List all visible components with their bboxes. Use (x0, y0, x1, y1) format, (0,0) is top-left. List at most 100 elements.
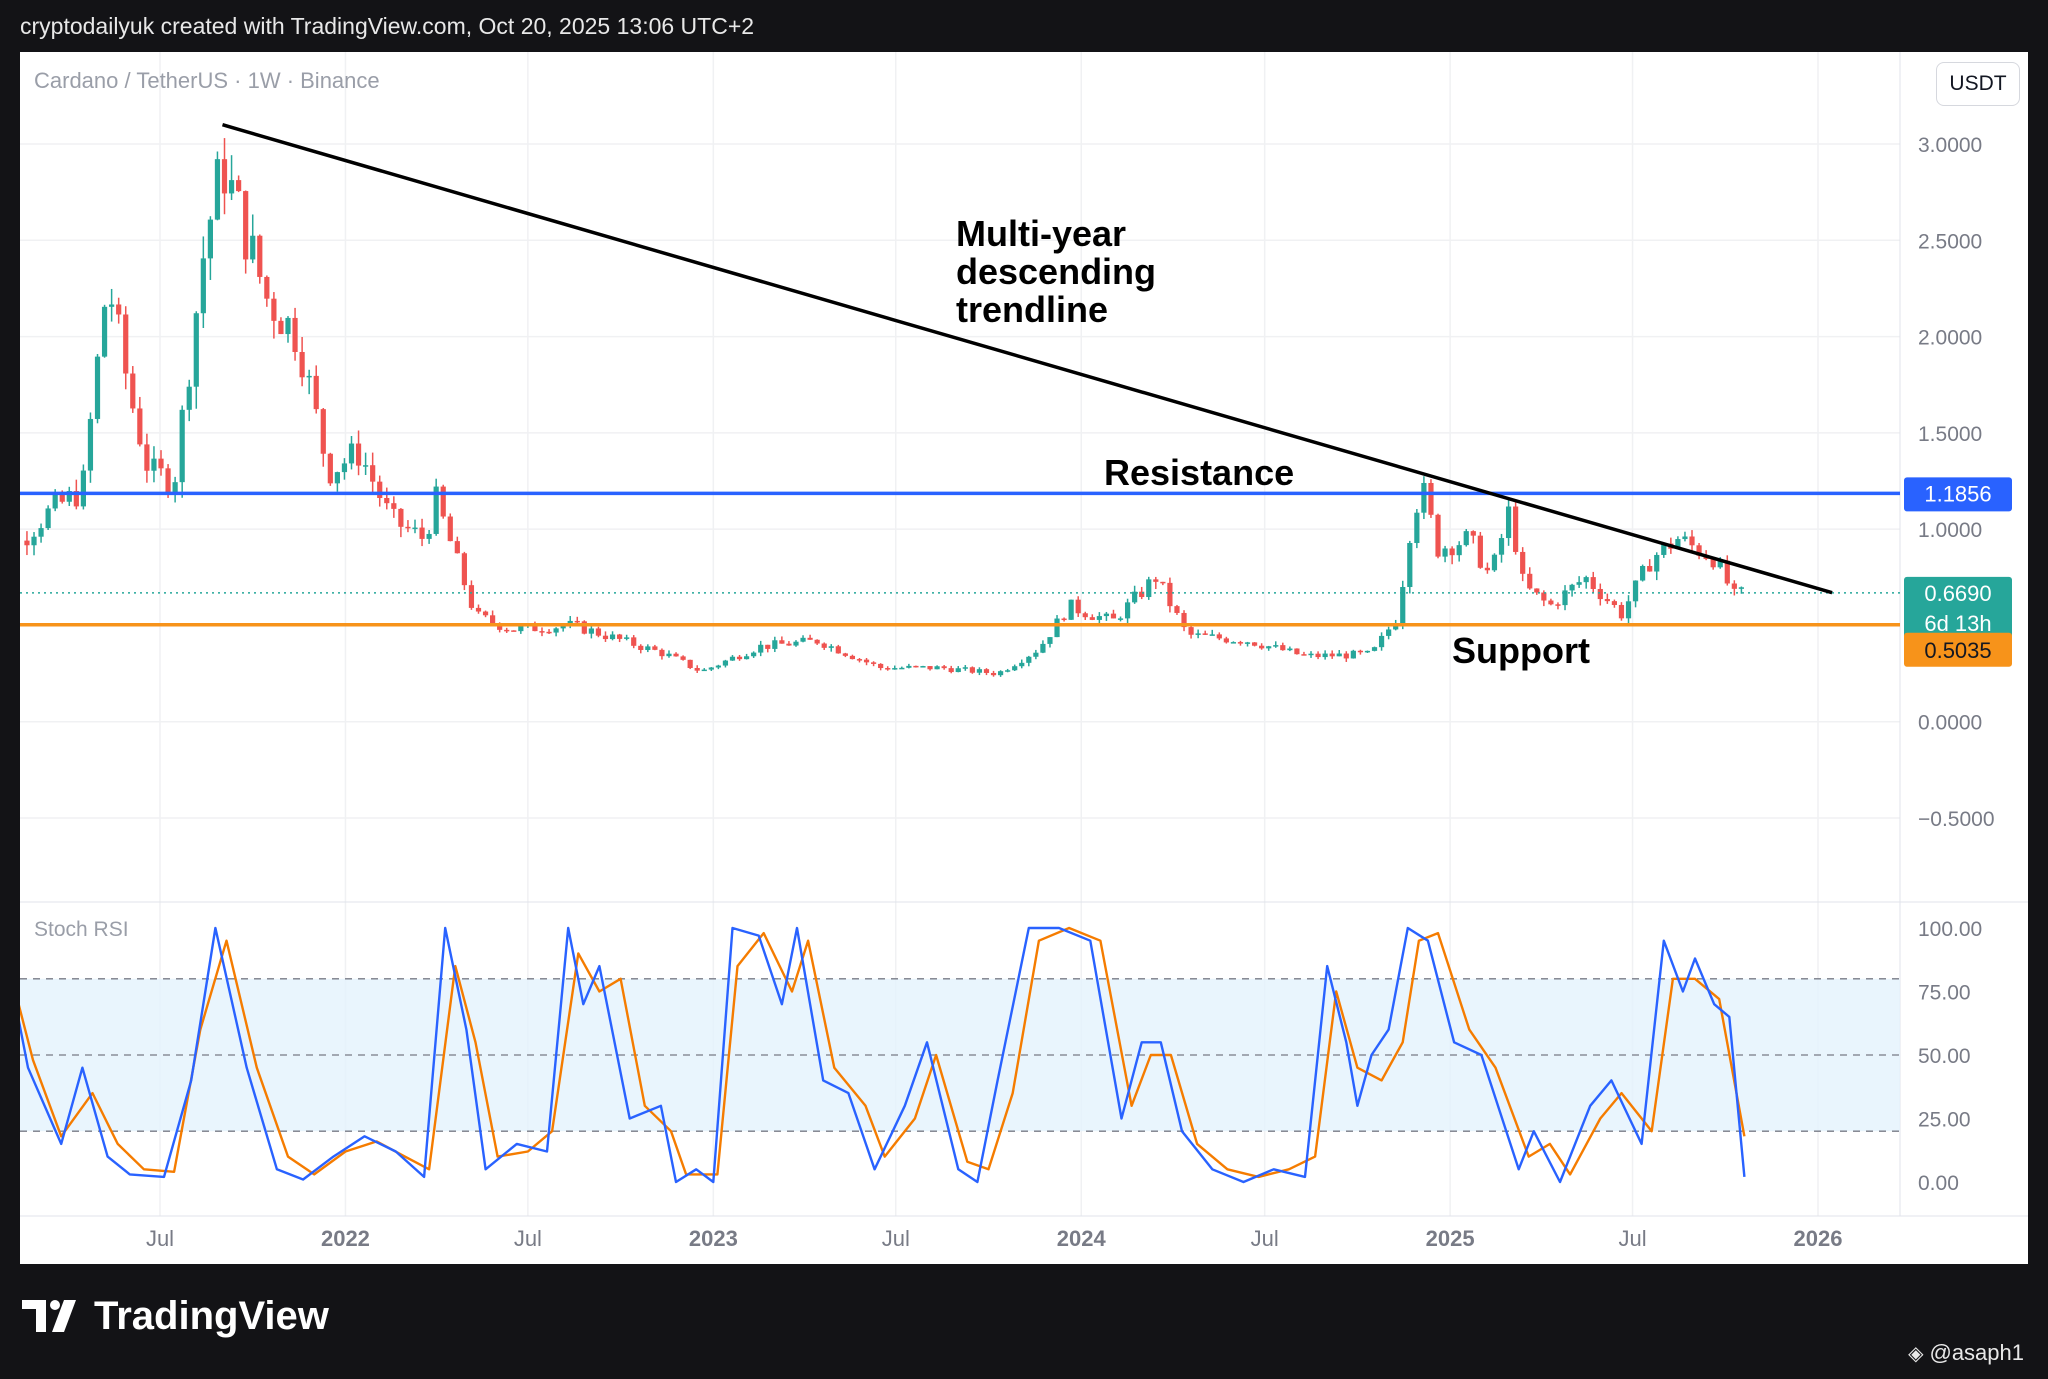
candle-body (849, 655, 856, 660)
candle-body (687, 659, 693, 668)
symbol-title[interactable]: Cardano / TetherUS · 1W · Binance (34, 68, 380, 93)
candle-body (1181, 612, 1187, 628)
candle-body (87, 418, 94, 471)
candle-body (151, 458, 157, 471)
price-tick-label: −0.5000 (1918, 808, 1995, 831)
candle-body (299, 351, 305, 378)
last-price-tag: 0.6690 6d 13h (1904, 576, 2012, 641)
candle-body (334, 472, 340, 484)
candle-body (45, 508, 51, 529)
x-tick-label: 2025 (1426, 1226, 1475, 1251)
candle-body (1731, 583, 1737, 589)
candle-body (793, 641, 799, 646)
candle-body (130, 373, 136, 409)
candle-body (842, 653, 848, 656)
candle-body (1555, 604, 1561, 606)
trendline-label: trendline (956, 289, 1108, 330)
candle-body (475, 607, 482, 612)
candle-body (1378, 635, 1385, 648)
candle-body (1202, 633, 1208, 635)
candle-body (539, 631, 545, 633)
candle-body (405, 526, 411, 529)
candle-body (969, 667, 975, 673)
chart-svg[interactable]: Jul 2022 Jul 2023 Jul 2024 Jul 2025 Jul 2026 3.00… (20, 52, 2028, 1264)
candle-body (1103, 613, 1110, 617)
candle-body (172, 482, 178, 494)
candle-body (1280, 645, 1286, 651)
candle-body (1160, 581, 1166, 584)
candle-body (1477, 535, 1483, 568)
stoch-rsi-pane: Stoch RSI (20, 918, 1900, 1184)
candle-body (31, 536, 37, 546)
candle-body (814, 639, 820, 644)
candle-body (1696, 545, 1702, 556)
candle-body (1082, 613, 1088, 618)
candle-body (1590, 577, 1596, 589)
candle-body (856, 659, 863, 661)
chart-panel[interactable]: Jul 2022 Jul 2023 Jul 2024 Jul 2025 Jul 2026 3.00… (20, 52, 2028, 1264)
candle-body (257, 235, 263, 277)
candle-body (1470, 531, 1476, 536)
candle-body (1625, 601, 1632, 619)
candle-body (355, 443, 362, 466)
candle-body (1717, 560, 1723, 568)
currency-button[interactable]: USDT (1936, 62, 2020, 106)
candle-body (1195, 633, 1201, 635)
candle-body (1132, 591, 1138, 603)
candle-body (948, 668, 954, 673)
candle-body (941, 666, 947, 669)
candle-body (694, 667, 700, 671)
candle-body (631, 637, 637, 646)
candle-body (447, 516, 453, 542)
candle-body (962, 667, 968, 669)
candle-body (221, 159, 228, 194)
price-tick-label: 2.0000 (1918, 327, 1982, 350)
candle-body (285, 317, 291, 335)
candle-body (736, 656, 743, 660)
candle-body (1089, 617, 1095, 620)
candle-body (1442, 548, 1448, 557)
candle-body (1393, 624, 1399, 630)
candle-body (370, 465, 376, 482)
candle-body (1498, 538, 1505, 555)
candle-body (1308, 653, 1314, 656)
candle-body (1505, 506, 1512, 539)
tradingview-logo[interactable]: TradingView (22, 1294, 329, 1339)
candle-body (228, 180, 235, 194)
candle-body (243, 191, 249, 260)
candle-body (236, 180, 242, 192)
candle-body (1604, 599, 1610, 602)
candle-body (341, 463, 348, 473)
candle-body (1124, 602, 1131, 619)
candle-body (454, 541, 460, 554)
price-tick-label: 1.5000 (1918, 423, 1982, 446)
candle-body (1371, 647, 1378, 651)
candle-body (468, 585, 475, 608)
candle-body (158, 458, 164, 469)
candle-body (214, 159, 221, 220)
candle-body (109, 304, 115, 307)
candle-body (511, 630, 517, 632)
stoch-tick-label: 50.00 (1918, 1045, 1971, 1068)
candle-body (1400, 587, 1406, 625)
candle-body (1294, 648, 1300, 655)
author-handle[interactable]: ◈ @asaph1 (1908, 1340, 2024, 1366)
candle-body (1336, 653, 1342, 657)
candle-body (271, 298, 277, 321)
stoch-rsi-title: Stoch RSI (34, 918, 129, 941)
candle-body (1520, 551, 1526, 574)
candle-body (1576, 582, 1582, 585)
candle-body (885, 668, 891, 670)
candle-body (1350, 650, 1356, 659)
candle-body (1188, 627, 1194, 635)
candle-body (165, 468, 171, 494)
candle-body (348, 443, 355, 464)
candle-body (278, 320, 284, 335)
stoch-tick-label: 25.00 (1918, 1109, 1971, 1132)
candle-body (433, 486, 439, 534)
candle-body (1230, 642, 1237, 644)
candle-body (1491, 554, 1498, 571)
support-label: Support (1452, 630, 1590, 671)
resistance-price-tag-text: 1.1856 (1924, 481, 1991, 506)
